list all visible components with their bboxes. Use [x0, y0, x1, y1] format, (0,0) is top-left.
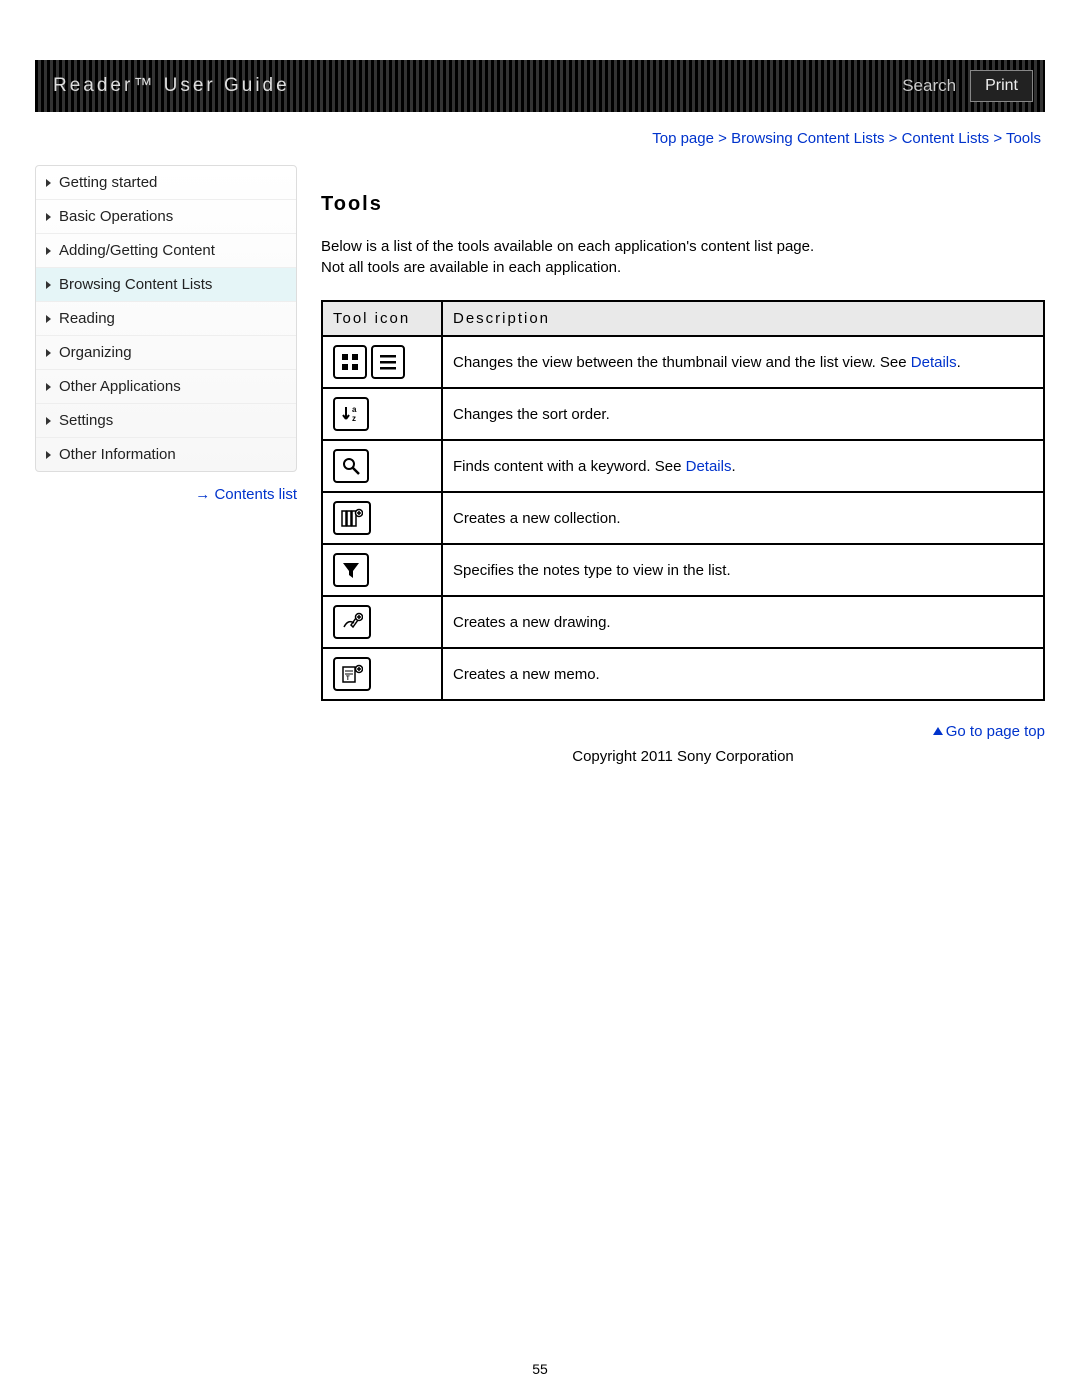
filter-icon [333, 553, 369, 587]
tool-desc-cell: Changes the view between the thumbnail v… [442, 336, 1044, 388]
desc-suffix: . [957, 354, 961, 371]
triangle-up-icon [933, 727, 943, 735]
new-drawing-icon [333, 605, 371, 639]
breadcrumb-sep: > [993, 130, 1006, 147]
sidebar-item-basic-operations[interactable]: Basic Operations [36, 200, 296, 234]
tool-desc-cell: Specifies the notes type to view in the … [442, 544, 1044, 596]
sidebar-item-getting-started[interactable]: Getting started [36, 166, 296, 200]
svg-text:a: a [352, 405, 357, 414]
tool-icon-cell: T [322, 648, 442, 700]
intro-line2: Not all tools are available in each appl… [321, 259, 1045, 276]
chevron-right-icon [46, 417, 51, 425]
sidebar-item-label: Adding/Getting Content [59, 242, 215, 259]
table-row: Specifies the notes type to view in the … [322, 544, 1044, 596]
tool-desc-cell: Finds content with a keyword. See Detail… [442, 440, 1044, 492]
tools-table: Tool icon Description [321, 300, 1045, 701]
contents-list-link-row: → Contents list [35, 486, 297, 503]
table-row: T Creates a new memo. [322, 648, 1044, 700]
breadcrumb-browsing-content-lists[interactable]: Browsing Content Lists [731, 130, 884, 147]
tool-icon-cell: a z [322, 388, 442, 440]
details-link[interactable]: Details [911, 354, 957, 371]
svg-text:z: z [352, 414, 356, 423]
sidebar-item-organizing[interactable]: Organizing [36, 336, 296, 370]
search-link[interactable]: Search [902, 76, 956, 96]
sidebar-item-label: Other Information [59, 446, 176, 463]
sidebar-item-adding-content[interactable]: Adding/Getting Content [36, 234, 296, 268]
chevron-right-icon [46, 383, 51, 391]
copyright-text: Copyright 2011 Sony Corporation [321, 748, 1045, 765]
sidebar-item-label: Browsing Content Lists [59, 276, 212, 293]
sidebar-item-reading[interactable]: Reading [36, 302, 296, 336]
new-memo-icon: T [333, 657, 371, 691]
sidebar-item-label: Reading [59, 310, 115, 327]
breadcrumb-sep: > [718, 130, 731, 147]
svg-text:T: T [346, 676, 350, 682]
sidebar-item-label: Settings [59, 412, 113, 429]
sidebar-item-label: Basic Operations [59, 208, 173, 225]
sidebar-item-browsing-content-lists[interactable]: Browsing Content Lists [36, 268, 296, 302]
breadcrumb: Top page > Browsing Content Lists > Cont… [35, 130, 1041, 147]
go-to-top-row: Go to page top [321, 723, 1045, 740]
table-row: Changes the view between the thumbnail v… [322, 336, 1044, 388]
contents-list-link[interactable]: Contents list [214, 486, 297, 503]
table-row: a z Changes the sort order. [322, 388, 1044, 440]
sort-icon: a z [333, 397, 369, 431]
table-row: Creates a new drawing. [322, 596, 1044, 648]
arrow-right-icon: → [195, 486, 210, 503]
table-header-desc: Description [442, 301, 1044, 336]
breadcrumb-sep: > [889, 130, 902, 147]
chevron-right-icon [46, 213, 51, 221]
table-row: Creates a new collection. [322, 492, 1044, 544]
tool-icon-cell [322, 596, 442, 648]
tool-desc-cell: Changes the sort order. [442, 388, 1044, 440]
desc-suffix: . [731, 458, 735, 475]
tool-icon-cell [322, 336, 442, 388]
table-header-row: Tool icon Description [322, 301, 1044, 336]
desc-text: Finds content with a keyword. See [453, 458, 686, 475]
chevron-right-icon [46, 179, 51, 187]
page-number: 55 [0, 1361, 1080, 1377]
tool-icon-cell [322, 440, 442, 492]
details-link[interactable]: Details [686, 458, 732, 475]
sidebar-item-label: Organizing [59, 344, 132, 361]
header-actions: Search Print [902, 70, 1033, 102]
breadcrumb-top-page[interactable]: Top page [652, 130, 714, 147]
breadcrumb-content-lists[interactable]: Content Lists [902, 130, 990, 147]
go-to-page-top-link[interactable]: Go to page top [946, 723, 1045, 740]
sidebar-item-settings[interactable]: Settings [36, 404, 296, 438]
desc-text: Changes the view between the thumbnail v… [453, 354, 911, 371]
search-icon [333, 449, 369, 483]
tool-desc-cell: Creates a new drawing. [442, 596, 1044, 648]
thumbnail-view-icon [333, 345, 367, 379]
sidebar-item-other-information[interactable]: Other Information [36, 438, 296, 471]
table-row: Finds content with a keyword. See Detail… [322, 440, 1044, 492]
intro-text: Below is a list of the tools available o… [321, 238, 1045, 276]
chevron-right-icon [46, 315, 51, 323]
header-bar: Reader™ User Guide Search Print [35, 60, 1045, 112]
page-title: Tools [321, 193, 1045, 216]
print-button[interactable]: Print [970, 70, 1033, 102]
intro-line1: Below is a list of the tools available o… [321, 238, 1045, 255]
list-view-icon [371, 345, 405, 379]
chevron-right-icon [46, 247, 51, 255]
chevron-right-icon [46, 281, 51, 289]
header-title: Reader™ User Guide [53, 75, 290, 97]
tool-desc-cell: Creates a new memo. [442, 648, 1044, 700]
new-collection-icon [333, 501, 371, 535]
sidebar-item-label: Getting started [59, 174, 157, 191]
sidebar-item-label: Other Applications [59, 378, 181, 395]
tool-icon-cell [322, 544, 442, 596]
sidebar-nav: Getting started Basic Operations Adding/… [35, 165, 297, 472]
breadcrumb-tools[interactable]: Tools [1006, 130, 1041, 147]
tool-desc-cell: Creates a new collection. [442, 492, 1044, 544]
table-header-icon: Tool icon [322, 301, 442, 336]
sidebar-item-other-applications[interactable]: Other Applications [36, 370, 296, 404]
main-content: Tools Below is a list of the tools avail… [297, 165, 1045, 765]
chevron-right-icon [46, 349, 51, 357]
tool-icon-cell [322, 492, 442, 544]
chevron-right-icon [46, 451, 51, 459]
